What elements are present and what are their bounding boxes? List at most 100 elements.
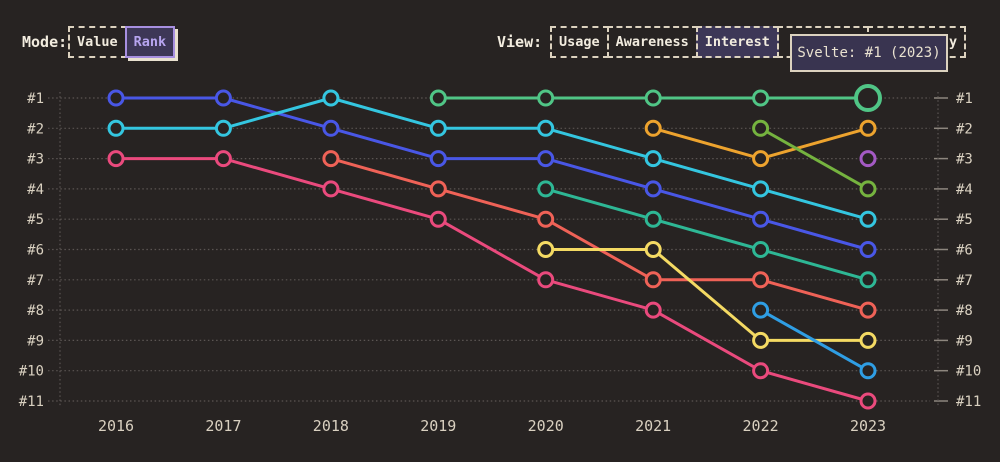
data-point-magenta-pink-2020[interactable]	[537, 271, 555, 289]
data-point-teal-2023[interactable]	[859, 271, 877, 289]
data-point-salmon-2019[interactable]	[429, 180, 447, 198]
rank-label-right: #9	[956, 333, 973, 349]
rank-label-right: #7	[956, 273, 973, 289]
data-point-royal-blue-2022[interactable]	[752, 210, 770, 228]
rank-label-right: #10	[956, 364, 981, 380]
view-label: View:	[497, 33, 543, 51]
data-point-amber-2021[interactable]	[644, 119, 662, 137]
data-point-salmon-2020[interactable]	[537, 210, 555, 228]
rank-label-left: #6	[27, 243, 44, 259]
data-point-salmon-2023[interactable]	[859, 301, 877, 319]
data-point-lime-2023[interactable]	[859, 180, 877, 198]
data-point-magenta-pink-2022[interactable]	[752, 362, 770, 380]
data-point-green-2020[interactable]	[537, 89, 555, 107]
data-point-royal-blue-2021[interactable]	[644, 180, 662, 198]
data-point-magenta-pink-2016[interactable]	[107, 150, 125, 168]
rank-label-right: #8	[956, 303, 973, 319]
data-point-royal-blue-2023[interactable]	[859, 241, 877, 258]
data-point-royal-blue-2017[interactable]	[214, 89, 232, 107]
series-line-lime	[759, 126, 870, 191]
year-label: 2023	[850, 417, 886, 435]
data-point-cyan-2019[interactable]	[429, 119, 447, 137]
data-point-sky-blue-2023[interactable]	[859, 362, 877, 380]
view-option-usage[interactable]: Usage	[550, 26, 609, 58]
data-point-green-2021[interactable]	[644, 89, 662, 107]
rank-label-left: #7	[27, 273, 44, 289]
data-point-green-2019[interactable]	[429, 89, 447, 107]
year-label: 2022	[743, 417, 779, 435]
rank-label-left: #11	[19, 394, 44, 410]
data-point-sky-blue-2022[interactable]	[752, 301, 770, 319]
data-point-royal-blue-2016[interactable]	[107, 89, 125, 107]
data-point-cyan-2018[interactable]	[322, 89, 340, 107]
rank-label-left: #9	[27, 333, 44, 349]
rank-label-right: #6	[956, 243, 973, 259]
series-line-cyan	[114, 96, 870, 221]
series-line-salmon	[329, 157, 870, 312]
data-point-cyan-2022[interactable]	[752, 180, 770, 198]
data-point-amber-2023[interactable]	[859, 119, 877, 137]
data-point-yellow-2022[interactable]	[752, 331, 770, 349]
mode-label: Mode:	[22, 33, 68, 51]
data-point-cyan-2016[interactable]	[107, 119, 125, 137]
rank-label-left: #4	[27, 182, 44, 198]
data-point-salmon-2021[interactable]	[644, 271, 662, 289]
series-line-royal-blue	[114, 96, 870, 251]
mode-option-rank[interactable]: Rank	[124, 26, 176, 58]
data-point-magenta-pink-2021[interactable]	[644, 301, 662, 319]
rank-label-left: #3	[27, 152, 44, 168]
data-point-green-2022[interactable]	[752, 89, 770, 107]
data-point-yellow-2021[interactable]	[644, 241, 662, 258]
year-label: 2021	[635, 417, 671, 435]
rank-label-left: #5	[27, 212, 44, 228]
rank-label-right: #2	[956, 121, 973, 137]
series-line-teal	[544, 187, 870, 282]
data-point-lime-2022[interactable]	[752, 119, 770, 137]
data-point-cyan-2020[interactable]	[537, 119, 555, 137]
view-option-awareness[interactable]: Awareness	[606, 26, 698, 58]
data-point-magenta-pink-2017[interactable]	[214, 150, 232, 168]
data-point-teal-2022[interactable]	[752, 241, 770, 258]
data-point-purple-2023[interactable]	[859, 150, 877, 168]
data-point-magenta-pink-2018[interactable]	[322, 180, 340, 198]
year-label: 2018	[313, 417, 349, 435]
mode-option-value[interactable]: Value	[68, 26, 127, 58]
data-point-salmon-2022[interactable]	[752, 271, 770, 289]
rank-label-left: #2	[27, 121, 44, 137]
rank-label-left: #8	[27, 303, 44, 319]
rank-label-right: #4	[956, 182, 973, 198]
data-point-magenta-pink-2023[interactable]	[859, 392, 877, 410]
series-line-magenta-pink	[114, 157, 870, 403]
data-point-teal-2021[interactable]	[644, 210, 662, 228]
data-point-royal-blue-2020[interactable]	[537, 150, 555, 168]
rank-label-left: #10	[19, 364, 44, 380]
data-point-green-2023[interactable]	[854, 84, 882, 112]
series-line-sky-blue	[759, 308, 870, 373]
data-point-royal-blue-2018[interactable]	[322, 119, 340, 137]
data-point-salmon-2018[interactable]	[322, 150, 340, 168]
rank-label-right: #1	[956, 91, 973, 107]
data-point-royal-blue-2019[interactable]	[429, 150, 447, 168]
data-point-amber-2022[interactable]	[752, 150, 770, 168]
chart-tooltip-text: Svelte: #1 (2023)	[797, 45, 941, 61]
data-point-yellow-2023[interactable]	[859, 331, 877, 349]
year-label: 2020	[528, 417, 564, 435]
data-point-cyan-2017[interactable]	[214, 119, 232, 137]
rank-label-right: #11	[956, 394, 981, 410]
view-option-interest[interactable]: Interest	[695, 26, 779, 58]
data-point-cyan-2023[interactable]	[859, 210, 877, 228]
rank-label-right: #3	[956, 152, 973, 168]
data-point-magenta-pink-2019[interactable]	[429, 210, 447, 228]
mode-toggle: Value Rank	[68, 26, 176, 58]
data-point-teal-2020[interactable]	[537, 180, 555, 198]
year-label: 2016	[98, 417, 134, 435]
chart-tooltip: Svelte: #1 (2023)	[790, 34, 948, 72]
data-point-cyan-2021[interactable]	[644, 150, 662, 168]
year-label: 2019	[420, 417, 456, 435]
rank-label-right: #5	[956, 212, 973, 228]
year-label: 2017	[205, 417, 241, 435]
data-point-yellow-2020[interactable]	[537, 241, 555, 258]
